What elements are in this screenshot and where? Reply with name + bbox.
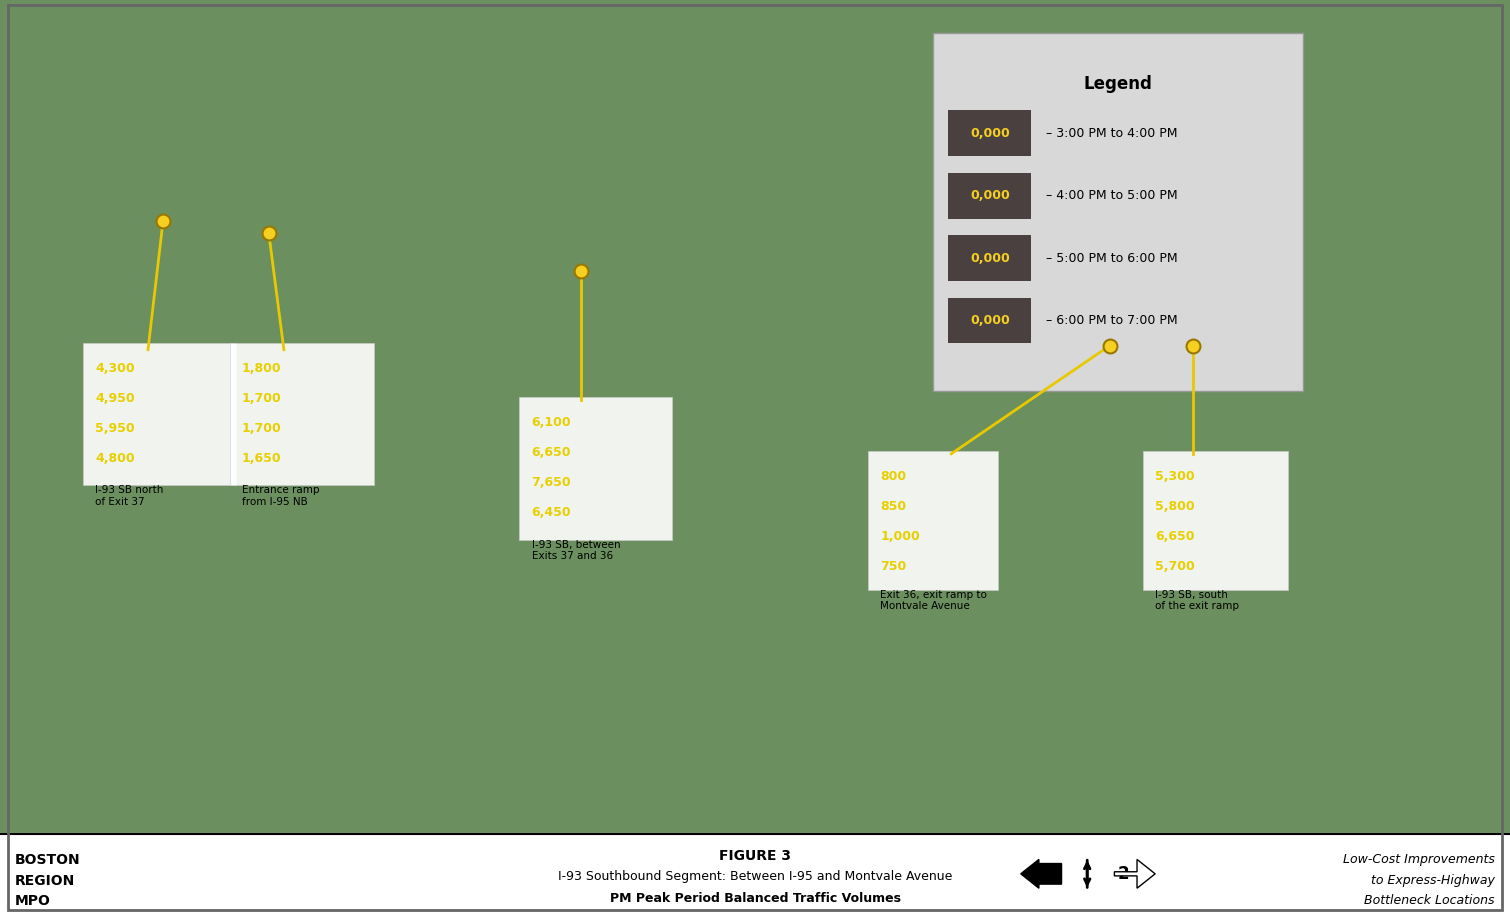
Text: 6,650: 6,650 xyxy=(1155,531,1194,544)
Text: FIGURE 3: FIGURE 3 xyxy=(719,849,791,863)
FancyArrow shape xyxy=(1114,859,1155,888)
Text: PM Peak Period Balanced Traffic Volumes: PM Peak Period Balanced Traffic Volumes xyxy=(610,892,900,905)
FancyBboxPatch shape xyxy=(933,33,1303,392)
Text: 4,800: 4,800 xyxy=(95,452,134,465)
Text: 1,800: 1,800 xyxy=(242,362,281,375)
Text: Exit 36, exit ramp to
Montvale Avenue: Exit 36, exit ramp to Montvale Avenue xyxy=(880,589,988,611)
Text: 4,300: 4,300 xyxy=(95,362,134,375)
Text: 2: 2 xyxy=(1117,865,1129,883)
FancyArrow shape xyxy=(1021,859,1062,888)
FancyBboxPatch shape xyxy=(1143,451,1288,589)
Text: 5,800: 5,800 xyxy=(1155,501,1194,513)
Text: 1,000: 1,000 xyxy=(880,531,920,544)
Bar xyxy=(948,235,1031,281)
Text: 0,000: 0,000 xyxy=(969,252,1010,264)
Text: 7,650: 7,650 xyxy=(532,477,571,490)
Text: I-93 SB, south
of the exit ramp: I-93 SB, south of the exit ramp xyxy=(1155,589,1240,611)
Text: 5,950: 5,950 xyxy=(95,422,134,436)
Text: – 4:00 PM to 5:00 PM: – 4:00 PM to 5:00 PM xyxy=(1046,189,1178,202)
Text: 6,100: 6,100 xyxy=(532,416,571,429)
Text: Bottleneck Locations: Bottleneck Locations xyxy=(1365,895,1495,908)
Text: 1,700: 1,700 xyxy=(242,422,281,436)
Text: 750: 750 xyxy=(880,560,906,574)
Text: 0,000: 0,000 xyxy=(969,189,1010,202)
Text: 6,450: 6,450 xyxy=(532,506,571,519)
FancyBboxPatch shape xyxy=(83,343,236,486)
Text: 850: 850 xyxy=(880,501,906,513)
Text: – 6:00 PM to 7:00 PM: – 6:00 PM to 7:00 PM xyxy=(1046,314,1178,327)
Text: I-93 Southbound Segment: Between I-95 and Montvale Avenue: I-93 Southbound Segment: Between I-95 an… xyxy=(557,869,953,883)
FancyBboxPatch shape xyxy=(519,397,672,540)
Bar xyxy=(948,173,1031,219)
Text: to Express-Highway: to Express-Highway xyxy=(1371,874,1495,887)
Text: REGION: REGION xyxy=(15,874,76,888)
Text: I-93 SB, between
Exits 37 and 36: I-93 SB, between Exits 37 and 36 xyxy=(532,540,621,561)
Text: Low-Cost Improvements: Low-Cost Improvements xyxy=(1342,853,1495,867)
Bar xyxy=(948,111,1031,156)
FancyBboxPatch shape xyxy=(230,343,374,486)
Bar xyxy=(948,297,1031,343)
Text: 0,000: 0,000 xyxy=(969,126,1010,140)
Text: 4,950: 4,950 xyxy=(95,393,134,405)
Text: Legend: Legend xyxy=(1084,75,1152,93)
Text: 1,650: 1,650 xyxy=(242,452,281,465)
Text: 6,650: 6,650 xyxy=(532,447,571,459)
Text: 5,300: 5,300 xyxy=(1155,470,1194,483)
FancyBboxPatch shape xyxy=(868,451,998,589)
Text: Entrance ramp
from I-95 NB: Entrance ramp from I-95 NB xyxy=(242,486,319,507)
Text: 1,700: 1,700 xyxy=(242,393,281,405)
Text: – 5:00 PM to 6:00 PM: – 5:00 PM to 6:00 PM xyxy=(1046,252,1178,264)
Text: – 3:00 PM to 4:00 PM: – 3:00 PM to 4:00 PM xyxy=(1046,126,1178,140)
Text: BOSTON: BOSTON xyxy=(15,853,80,867)
Text: I-93 SB north
of Exit 37: I-93 SB north of Exit 37 xyxy=(95,486,163,507)
Text: 5,700: 5,700 xyxy=(1155,560,1194,574)
Text: MPO: MPO xyxy=(15,895,51,909)
Text: 0,000: 0,000 xyxy=(969,314,1010,327)
Text: 800: 800 xyxy=(880,470,906,483)
